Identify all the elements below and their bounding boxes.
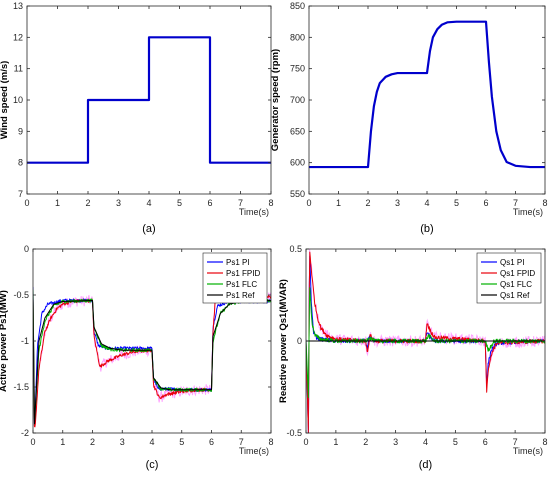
legend-entry: Qs1 FPID bbox=[500, 269, 535, 278]
x-tick-label: 3 bbox=[120, 437, 125, 447]
x-axis-label: Time(s) bbox=[513, 207, 543, 217]
x-tick-label: 0 bbox=[306, 198, 311, 208]
x-tick-label: 2 bbox=[85, 198, 90, 208]
x-tick-label: 6 bbox=[209, 437, 214, 447]
x-tick-label: 5 bbox=[177, 198, 182, 208]
y-axis-label: Wind speed (m/s) bbox=[0, 61, 10, 140]
chart-panel-c: 0 1 2 3 4 5 6 7 8 -2 -1.5 -1 -0.5 0 Time(s) Active powe… bbox=[0, 244, 274, 471]
x-tick-label: 5 bbox=[453, 437, 458, 447]
x-tick-label: 6 bbox=[483, 198, 488, 208]
y-tick-label: 10 bbox=[13, 95, 23, 105]
x-tick-label: 3 bbox=[393, 437, 398, 447]
panel-caption: (b) bbox=[420, 223, 433, 235]
panel-caption: (c) bbox=[146, 459, 159, 471]
y-tick-label: 0.5 bbox=[289, 244, 302, 254]
series-line bbox=[309, 20, 545, 169]
legend-entry: Ps1 FPID bbox=[226, 269, 260, 278]
plot-frame bbox=[308, 5, 546, 195]
x-tick-label: 1 bbox=[60, 437, 65, 447]
y-tick-label: -0.5 bbox=[286, 428, 302, 438]
y-tick-label: 13 bbox=[13, 1, 23, 11]
y-tick-label: 11 bbox=[14, 64, 23, 74]
series-group bbox=[306, 249, 545, 433]
x-tick-label: 7 bbox=[513, 198, 518, 208]
series-group bbox=[27, 36, 271, 164]
y-tick-label: 700 bbox=[290, 95, 305, 105]
x-tick-label: 8 bbox=[268, 437, 273, 447]
x-tick-label: 2 bbox=[90, 437, 95, 447]
y-axis-label: Reactive power Qs1(MVAR) bbox=[278, 279, 289, 403]
y-tick-label: 650 bbox=[290, 126, 305, 136]
y-tick-label: 9 bbox=[18, 126, 23, 136]
y-tick-label: -2 bbox=[21, 428, 29, 438]
x-tick-label: 0 bbox=[303, 437, 308, 447]
legend-entry: Qs1 PI bbox=[500, 258, 524, 267]
x-tick-label: 7 bbox=[513, 437, 518, 447]
x-tick-label: 4 bbox=[149, 437, 154, 447]
y-tick-label: -1 bbox=[21, 336, 29, 346]
x-axis-label: Time(s) bbox=[513, 446, 543, 456]
legend-entry: Ps1 Ref bbox=[226, 291, 255, 300]
y-tick-label: 550 bbox=[290, 189, 305, 199]
y-tick-label: 7 bbox=[18, 189, 23, 199]
panel-caption: (d) bbox=[419, 459, 432, 471]
x-tick-label: 5 bbox=[179, 437, 184, 447]
x-tick-label: 3 bbox=[395, 198, 400, 208]
x-tick-label: 7 bbox=[238, 198, 243, 208]
legend: Ps1 PI Ps1 FPID Ps1 FLC Ps1 Ref bbox=[202, 252, 268, 304]
x-tick-label: 7 bbox=[239, 437, 244, 447]
x-tick-label: 8 bbox=[268, 198, 273, 208]
y-tick-label: -0.5 bbox=[13, 290, 29, 300]
legend: Qs1 PI Qs1 FPID Qs1 FLC Qs1 Ref bbox=[476, 252, 542, 304]
x-tick-label: 0 bbox=[24, 198, 29, 208]
y-tick-label: 12 bbox=[13, 32, 23, 42]
x-axis-label: Time(s) bbox=[239, 207, 269, 217]
x-tick-label: 3 bbox=[116, 198, 121, 208]
y-tick-label: 600 bbox=[290, 158, 305, 168]
y-axis-label: Active power Ps1(MW) bbox=[0, 290, 9, 392]
legend-entry: Ps1 PI bbox=[226, 258, 250, 267]
legend-entry: Qs1 Ref bbox=[500, 291, 530, 300]
x-tick-label: 4 bbox=[146, 198, 151, 208]
y-tick-label: 0 bbox=[24, 244, 29, 254]
chart-panel-b: 0 1 2 3 4 5 6 7 8 550 600 650 700 750 800 850 Time(s) Gen… bbox=[270, 1, 548, 235]
x-tick-label: 0 bbox=[30, 437, 35, 447]
series-ps1-ref bbox=[33, 299, 271, 425]
y-tick-label: 800 bbox=[290, 32, 305, 42]
series-group bbox=[309, 20, 545, 169]
x-tick-label: 6 bbox=[207, 198, 212, 208]
x-tick-label: 5 bbox=[454, 198, 459, 208]
x-tick-label: 8 bbox=[542, 198, 547, 208]
y-tick-label: 8 bbox=[18, 158, 23, 168]
x-tick-label: 4 bbox=[424, 198, 429, 208]
x-axis-label: Time(s) bbox=[239, 446, 269, 456]
legend-entry: Ps1 FLC bbox=[226, 280, 257, 289]
x-tick-label: 2 bbox=[363, 437, 368, 447]
x-tick-label: 4 bbox=[423, 437, 428, 447]
legend-entry: Qs1 FLC bbox=[500, 280, 532, 289]
x-tick-label: 8 bbox=[542, 437, 547, 447]
x-tick-label: 1 bbox=[333, 437, 338, 447]
x-tick-label: 1 bbox=[55, 198, 60, 208]
x-tick-label: 6 bbox=[483, 437, 488, 447]
y-tick-label: 850 bbox=[290, 1, 305, 11]
y-tick-label: 0 bbox=[297, 336, 302, 346]
y-tick-label: 750 bbox=[290, 64, 305, 74]
x-tick-label: 1 bbox=[336, 198, 341, 208]
x-tick-label: 2 bbox=[365, 198, 370, 208]
series-line bbox=[27, 36, 271, 164]
panel-caption: (a) bbox=[142, 223, 155, 235]
y-tick-label: -1.5 bbox=[13, 382, 29, 392]
y-axis-label: Generator speed (rpm) bbox=[270, 49, 281, 151]
